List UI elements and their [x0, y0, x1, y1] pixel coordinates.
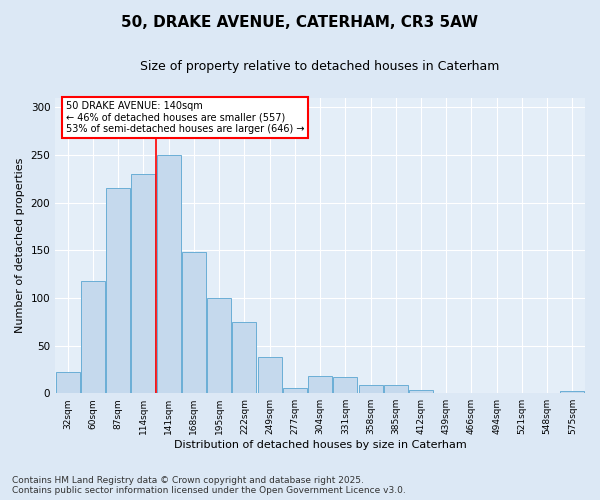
Bar [106, 188, 130, 393]
Text: 50, DRAKE AVENUE, CATERHAM, CR3 5AW: 50, DRAKE AVENUE, CATERHAM, CR3 5AW [121, 15, 479, 30]
Bar [384, 384, 408, 393]
Bar [232, 322, 256, 393]
Bar [257, 357, 281, 393]
Bar [56, 372, 80, 393]
Bar [131, 174, 155, 393]
Bar [81, 281, 105, 393]
Bar [334, 377, 357, 393]
Bar [207, 298, 231, 393]
Bar [409, 390, 433, 393]
Bar [308, 376, 332, 393]
Title: Size of property relative to detached houses in Caterham: Size of property relative to detached ho… [140, 60, 500, 73]
Bar [157, 155, 181, 393]
Text: 50 DRAKE AVENUE: 140sqm
← 46% of detached houses are smaller (557)
53% of semi-d: 50 DRAKE AVENUE: 140sqm ← 46% of detache… [66, 100, 304, 134]
Bar [359, 384, 383, 393]
Y-axis label: Number of detached properties: Number of detached properties [15, 158, 25, 333]
Bar [283, 388, 307, 393]
Bar [560, 392, 584, 393]
Bar [182, 252, 206, 393]
X-axis label: Distribution of detached houses by size in Caterham: Distribution of detached houses by size … [174, 440, 466, 450]
Text: Contains HM Land Registry data © Crown copyright and database right 2025.
Contai: Contains HM Land Registry data © Crown c… [12, 476, 406, 495]
